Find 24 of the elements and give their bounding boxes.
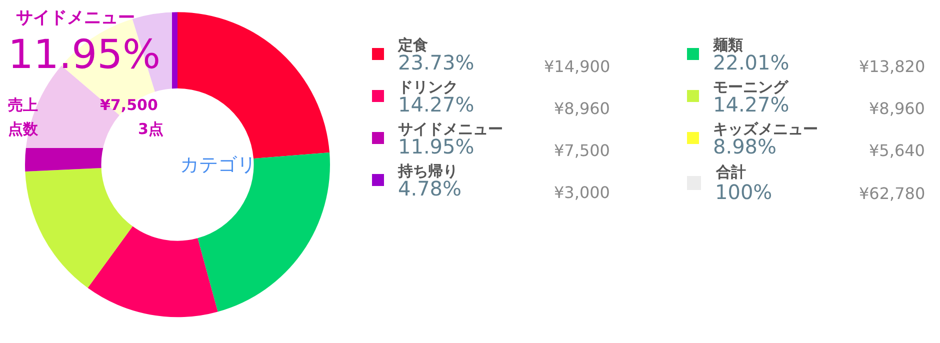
text: ¥8,960 — [869, 99, 925, 118]
legend-label: ドリンク — [398, 78, 458, 96]
text: 3点 — [138, 120, 164, 139]
text: 11.95% — [8, 32, 161, 78]
text: 100% — [715, 180, 772, 204]
legend-label: モーニング — [713, 78, 789, 96]
text: ¥13,820 — [859, 57, 926, 76]
text: ¥7,500 — [100, 96, 158, 114]
legend-label: サイドメニュー — [398, 120, 503, 138]
text: 点数 — [8, 120, 38, 139]
text: 合計 — [715, 163, 746, 181]
legend-label: 定食 — [397, 36, 428, 54]
text: ¥7,500 — [554, 141, 610, 160]
text: ¥8,960 — [554, 99, 610, 118]
legend-label: 麺類 — [712, 36, 743, 54]
text: ¥3,000 — [554, 183, 610, 202]
text: ¥14,900 — [544, 57, 610, 76]
text: 売上 — [8, 96, 38, 115]
text: サイドメニュー — [16, 7, 135, 29]
legend-label: 持ち帰り — [397, 162, 458, 180]
text: カテゴリ — [180, 154, 256, 176]
legend-label: キッズメニュー — [713, 120, 818, 138]
text: ¥62,780 — [859, 184, 926, 203]
text: ¥5,640 — [869, 141, 925, 160]
